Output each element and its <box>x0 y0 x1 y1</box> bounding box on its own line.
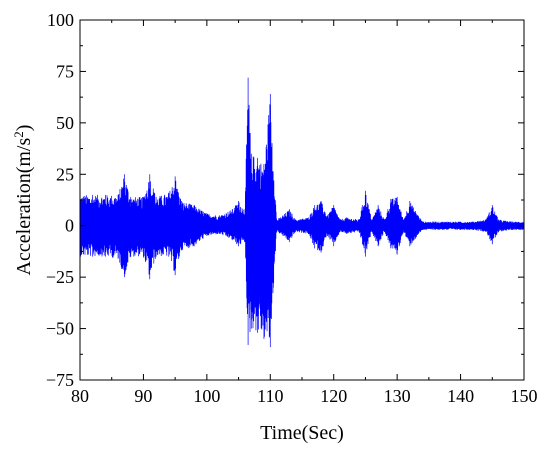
y-tick-label: −25 <box>46 267 74 287</box>
axis-ticks: 80 90 100 110 120 130 140 150 −75 −50 −25 0 25 50 75 10… <box>46 10 538 406</box>
x-tick-label: 140 <box>447 386 474 406</box>
y-tick-label: 25 <box>56 164 74 184</box>
x-tick-label: 100 <box>193 386 220 406</box>
x-tick-label: 80 <box>71 386 89 406</box>
y-tick-label: 50 <box>56 113 74 133</box>
y-tick-label: −75 <box>46 370 74 390</box>
y-tick-label: −50 <box>46 319 74 339</box>
y-tick-label: 75 <box>56 61 74 81</box>
x-axis-title: Time(Sec) <box>260 422 344 444</box>
series-line-0 <box>79 77 525 348</box>
y-axis-title-base: Acceleration(m/s <box>13 138 35 276</box>
y-tick-label: 0 <box>65 216 74 236</box>
y-axis-title: Acceleration(m/s2) <box>11 125 36 276</box>
x-tick-label: 130 <box>384 386 411 406</box>
x-tick-label: 110 <box>257 386 283 406</box>
y-axis-title-superscript: 2 <box>11 131 26 138</box>
y-axis-title-close: ) <box>13 125 35 132</box>
signal-series <box>79 77 525 348</box>
x-tick-label: 150 <box>511 386 538 406</box>
y-tick-label: 100 <box>47 10 74 30</box>
x-tick-label: 120 <box>320 386 347 406</box>
x-tick-label: 90 <box>134 386 152 406</box>
